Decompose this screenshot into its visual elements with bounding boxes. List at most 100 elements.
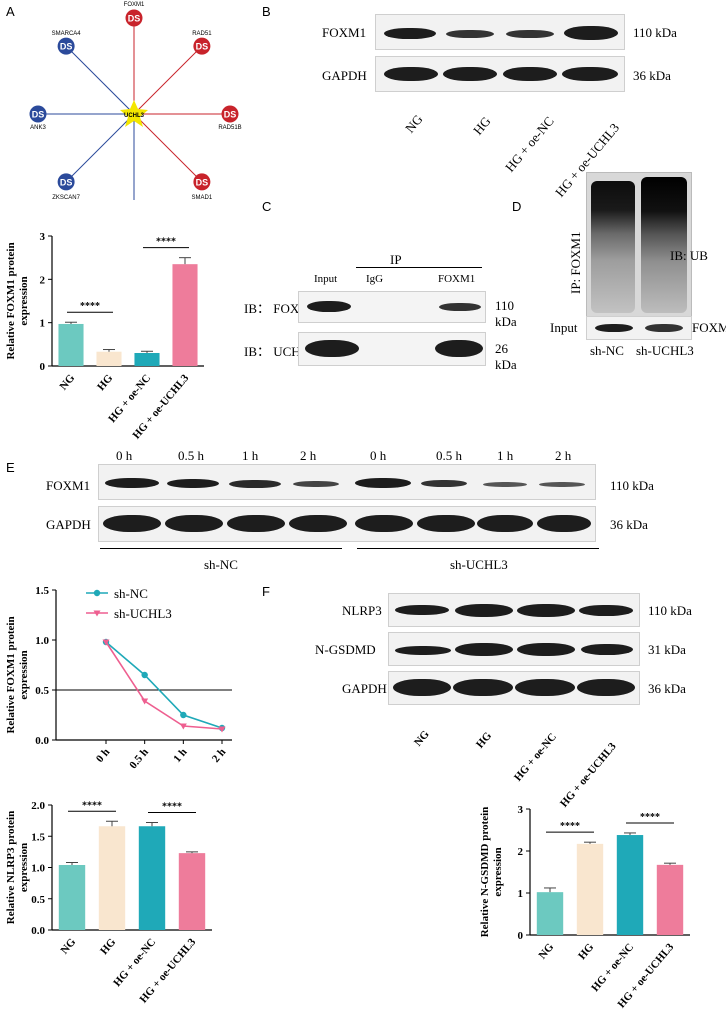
y-tick-label: 1.0 [31,863,45,875]
lane-label: HG [470,113,494,138]
y-tick-label: 0 [518,930,524,942]
network-node [29,105,47,123]
data-point [179,723,187,730]
lane-label: HG + oe-NC [502,113,557,175]
bar [616,835,644,935]
time-label: 1 h [242,448,259,463]
data-point [218,726,226,733]
panel-label-a: A [6,4,15,19]
blot-f-gapdh-strip [388,671,640,705]
blot-c: IP Input IgG FOXM1 IB： FOXM1 IB： UCHL3 1… [244,199,517,372]
node-tag: DS [196,42,209,52]
bar [576,843,604,935]
y-tick-label: 2 [40,274,46,286]
bar [58,323,84,366]
blot-f: NLRP3 N-GSDMD GAPDH 110 kDa 31 kDa 36 kD… [262,584,726,810]
bar [178,853,206,930]
y-axis-label: Relative FOXM1 protein [5,616,17,733]
network-edge [133,113,203,183]
network-node [193,37,211,55]
y-tick-label: 1 [518,888,524,900]
y-tick-label: 0.5 [31,894,45,906]
blot-b: FOXM1 GAPDH 110 kDa 36 kDa NG HG HG + oe… [262,0,726,200]
y-tick-label: 3 [518,804,524,816]
time-label: 0 h [370,448,387,463]
bar [134,353,160,366]
panel-label-d: D [512,199,522,214]
time-label: 0 h [116,448,133,463]
y-axis-label: expression [18,650,30,699]
data-point [102,639,110,646]
network-edge [133,45,203,115]
input-header: Input [314,273,338,285]
kda-label: 31 kDa [648,642,686,657]
y-tick-label: 3 [40,231,46,243]
kda-label: 36 kDa [610,517,648,532]
node-tag: DS [224,110,237,120]
x-tick-label: NG [58,936,78,957]
data-point [141,671,148,679]
x-tick-label: NG [536,941,556,962]
group-label: sh-UCHL3 [450,557,508,572]
blot-e-row-label: FOXM1 [46,478,91,493]
center-label: UCHL3 [124,113,145,119]
y-tick-label: 2 [518,846,524,858]
blot-c-foxm1-strip [298,291,486,323]
blot-e-row-label: GAPDH [46,517,91,532]
bar [98,826,126,930]
y-tick-label: 0.0 [35,735,49,747]
blot-c-uchl3-strip [298,332,486,366]
node-tag: DS [32,110,45,120]
panel-label-f: F [262,584,270,599]
blot-d-input-strip [586,316,692,340]
blot-e-gapdh-strip [98,506,596,542]
legend-label: sh-UCHL3 [114,606,172,621]
series-line [105,641,223,729]
blot-b-row-label: GAPDH [322,68,367,83]
panel-label-b: B [262,4,271,19]
significance-label: **** [82,800,102,811]
kda-label: 36 kDa [648,681,686,696]
blot-f-row-label: GAPDH [342,681,387,696]
y-axis-label: expression [18,843,30,892]
node-label: RAD51B [218,125,241,131]
lane-label: sh-UCHL3 [636,343,694,358]
panel-label-c: C [262,199,272,214]
lane-label: HG [474,729,495,751]
bar [172,264,198,366]
significance-label: **** [640,812,660,823]
y-axis-label: Relative NLRP3 protein [5,811,17,924]
ip-header: IP [390,252,402,267]
network-node [193,173,211,191]
time-label: 2 h [300,448,317,463]
legend-marker [93,610,101,617]
blot-c-row-label: IB： UCHL3 [244,344,316,359]
time-label: 2 h [555,448,572,463]
kda-label: 110 kDa [610,478,654,493]
data-point [180,711,187,719]
node-tag: DS [60,177,73,187]
time-label: 0.5 h [178,448,204,463]
kda-label: 26 kDa [495,341,517,372]
kda-label: 36 kDa [633,68,671,83]
group-label: sh-NC [204,557,238,572]
node-tag: DS [196,177,209,187]
y-tick-label: 1 [40,318,46,330]
x-tick-label: HG [98,936,118,957]
network-edge [65,45,135,115]
blot-d: IP: FOXM1 IB: UB Input FOXM1 sh-NC sh-UC… [512,170,726,380]
node-label: FOXM1 [124,2,145,8]
blot-f-row-label: NLRP3 [342,603,382,618]
blot-b-foxm1-strip [375,14,625,50]
y-tick-label: 0.5 [35,685,49,697]
node-label: ZKSCAN7 [52,195,80,200]
blot-f-row-label: N-GSDMD [315,642,376,657]
center-star-icon [120,100,148,127]
bar [536,892,564,935]
y-axis-label: expression [492,847,504,896]
blot-b-row-label: FOXM1 [322,25,367,40]
kda-label: 110 kDa [648,603,692,618]
lane-label: HG + oe-NC [512,730,560,784]
